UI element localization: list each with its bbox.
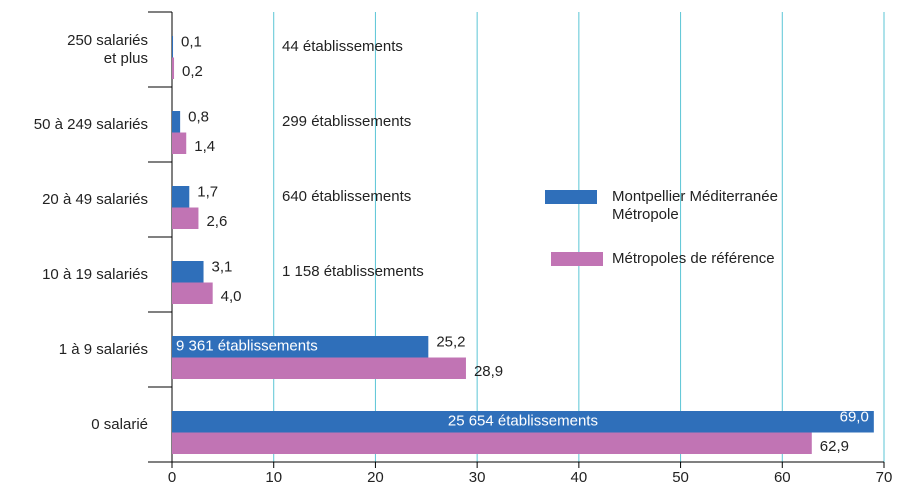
x-tick-label: 60 — [774, 469, 791, 486]
value-label: 62,9 — [820, 438, 849, 455]
bar — [172, 336, 429, 358]
legend-swatch — [551, 252, 603, 266]
legend-swatch — [545, 190, 597, 204]
annotation: 299 établissements — [282, 113, 411, 130]
bar — [172, 411, 874, 433]
value-label: 28,9 — [474, 363, 503, 380]
bar — [172, 282, 213, 304]
value-label: 3,1 — [212, 259, 233, 276]
annotation: 25 654 établissements — [448, 413, 598, 430]
annotation: 9 361 établissements — [176, 338, 318, 355]
annotation: 1 158 établissements — [282, 263, 424, 280]
bar — [172, 261, 204, 283]
value-label: 69,0 — [840, 409, 869, 426]
y-tick-label: 1 à 9 salariés — [58, 340, 148, 358]
bar — [172, 36, 174, 58]
bar — [172, 111, 181, 133]
legend-label: Montpellier Méditerranée Métropole — [612, 188, 778, 223]
value-label: 4,0 — [221, 288, 242, 305]
value-label: 1,7 — [197, 184, 218, 201]
y-tick-label: 250 salariés et plus — [67, 31, 148, 67]
x-tick-label: 70 — [876, 469, 893, 486]
value-label: 25,2 — [436, 334, 465, 351]
value-label: 1,4 — [194, 138, 215, 155]
y-tick-label: 20 à 49 salariés — [42, 190, 148, 208]
bar — [172, 186, 190, 208]
bar — [172, 432, 812, 454]
bar — [172, 57, 175, 79]
legend-label: Métropoles de référence — [612, 250, 775, 267]
bar — [172, 207, 199, 229]
annotation: 640 établissements — [282, 188, 411, 205]
value-label: 0,1 — [181, 34, 202, 51]
y-tick-label: 0 salarié — [91, 415, 148, 433]
annotation: 44 établissements — [282, 38, 403, 55]
value-label: 0,8 — [188, 109, 209, 126]
x-tick-label: 0 — [168, 469, 176, 486]
bar — [172, 357, 466, 379]
bar — [172, 132, 187, 154]
x-tick-label: 40 — [571, 469, 588, 486]
y-tick-label: 10 à 19 salariés — [42, 265, 148, 283]
x-tick-label: 10 — [265, 469, 282, 486]
value-label: 0,2 — [182, 63, 203, 80]
x-tick-label: 50 — [672, 469, 689, 486]
x-tick-label: 20 — [367, 469, 384, 486]
x-tick-label: 30 — [469, 469, 486, 486]
value-label: 2,6 — [206, 213, 227, 230]
y-tick-label: 50 à 249 salariés — [33, 115, 148, 133]
